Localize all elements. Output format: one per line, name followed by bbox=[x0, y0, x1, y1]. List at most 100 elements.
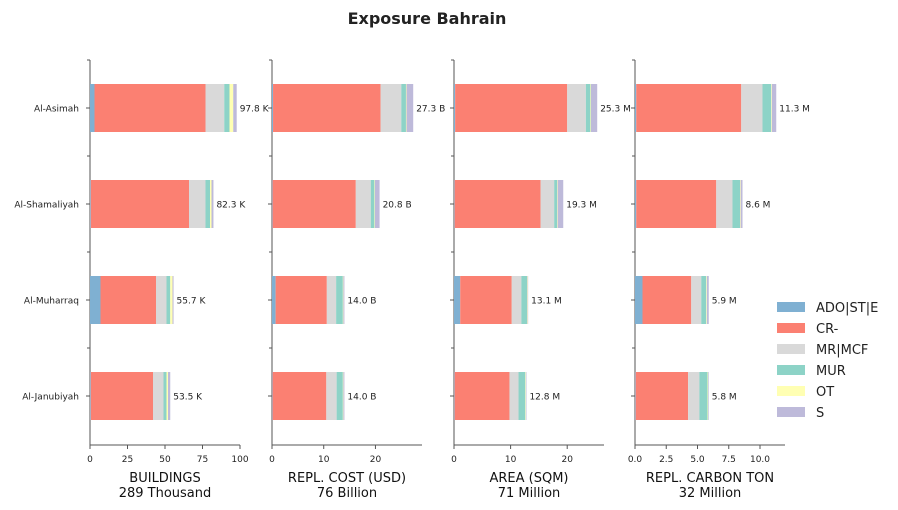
bar-segment bbox=[708, 372, 709, 420]
bar-segment bbox=[374, 180, 375, 228]
bar-segment bbox=[525, 372, 527, 420]
bar-segment bbox=[706, 276, 709, 324]
x-tick-label: 0.0 bbox=[628, 455, 643, 465]
panel-0: Al-Asimah Al-Shamaliyah Al-Muharraq Al-Janu… bbox=[14, 59, 270, 501]
bar-segment bbox=[153, 372, 164, 420]
bar-segment bbox=[336, 276, 343, 324]
bar-segment bbox=[590, 84, 598, 132]
x-axis-label: AREA (SQM) bbox=[489, 471, 568, 486]
bar-segment bbox=[90, 180, 91, 228]
bar-segment bbox=[342, 276, 344, 324]
bar-segment bbox=[642, 276, 692, 324]
x-axis-label: BUILDINGS bbox=[129, 471, 200, 486]
bar-segment bbox=[707, 372, 709, 420]
bar-segment bbox=[166, 372, 168, 420]
bar-segment bbox=[342, 372, 344, 420]
bar-segment bbox=[273, 84, 381, 132]
bar-segment bbox=[771, 84, 772, 132]
legend-swatch bbox=[777, 323, 805, 333]
bar-segment bbox=[525, 372, 526, 420]
bar-segment bbox=[168, 372, 171, 420]
bar-segment bbox=[762, 84, 772, 132]
bar-segment bbox=[343, 372, 345, 420]
bar-segment bbox=[100, 276, 156, 324]
bar-segment bbox=[454, 372, 510, 420]
bar-segment bbox=[636, 84, 742, 132]
bar-segment bbox=[336, 372, 343, 420]
bar-segment bbox=[272, 180, 273, 228]
bar-total-label: 14.0 B bbox=[347, 297, 376, 307]
y-tick-label: Al-Muharraq bbox=[24, 297, 79, 307]
x-tick-label: 10 bbox=[505, 455, 517, 465]
bar-total-label: 14.0 B bbox=[347, 393, 376, 403]
bar-segment bbox=[511, 276, 522, 324]
bar-segment bbox=[343, 276, 345, 324]
bar-segment bbox=[567, 84, 586, 132]
legend-label: ADO|ST|E bbox=[816, 301, 878, 316]
bar-total-label: 25.3 M bbox=[600, 105, 631, 115]
bar-segment bbox=[233, 84, 237, 132]
bar-segment bbox=[557, 180, 564, 228]
bar-segment bbox=[163, 372, 167, 420]
chart-title: Exposure Bahrain bbox=[348, 9, 507, 28]
bar-segment bbox=[454, 84, 456, 132]
x-tick-label: 5.0 bbox=[690, 455, 705, 465]
legend-label: MR|MCF bbox=[816, 343, 868, 358]
bar-segment bbox=[166, 276, 171, 324]
bar-segment bbox=[741, 84, 763, 132]
bar-segment bbox=[540, 180, 555, 228]
bar-segment bbox=[716, 180, 733, 228]
bar-segment bbox=[90, 372, 91, 420]
bar-segment bbox=[355, 180, 371, 228]
bar-total-label: 13.1 M bbox=[531, 297, 562, 307]
bar-segment bbox=[454, 276, 461, 324]
bar-segment bbox=[272, 84, 274, 132]
bar-segment bbox=[740, 180, 743, 228]
legend-swatch bbox=[777, 365, 805, 375]
bar-segment bbox=[205, 180, 210, 228]
x-tick-label: 20 bbox=[370, 455, 382, 465]
bar-segment bbox=[272, 372, 327, 420]
x-tick-label: 20 bbox=[561, 455, 573, 465]
x-tick-label: 7.5 bbox=[722, 455, 736, 465]
legend-label: MUR bbox=[816, 364, 846, 379]
legend-swatch bbox=[777, 344, 805, 354]
x-axis-sublabel: 32 Million bbox=[679, 486, 742, 501]
bar-total-label: 55.7 K bbox=[177, 297, 207, 307]
bar-segment bbox=[740, 180, 741, 228]
x-tick-label: 0 bbox=[87, 455, 93, 465]
bar-segment bbox=[635, 180, 637, 228]
bar-segment bbox=[706, 276, 707, 324]
legend-swatch bbox=[777, 386, 805, 396]
bar-segment bbox=[454, 372, 455, 420]
bar-segment bbox=[90, 84, 95, 132]
x-tick-label: 2.5 bbox=[659, 455, 673, 465]
bar-segment bbox=[90, 276, 101, 324]
bar-segment bbox=[635, 372, 636, 420]
legend-label: CR- bbox=[816, 322, 839, 337]
y-tick-label: Al-Asimah bbox=[34, 105, 79, 115]
y-tick-label: Al-Janubiyah bbox=[22, 393, 79, 403]
bar-segment bbox=[210, 180, 212, 228]
bar-segment bbox=[370, 180, 375, 228]
x-axis-sublabel: 289 Thousand bbox=[119, 486, 212, 501]
bar-segment bbox=[170, 276, 173, 324]
bar-segment bbox=[401, 84, 406, 132]
bar-total-label: 5.8 M bbox=[712, 393, 737, 403]
bar-segment bbox=[380, 84, 402, 132]
bar-segment bbox=[211, 180, 214, 228]
bar-total-label: 27.3 B bbox=[416, 105, 445, 115]
bar-total-label: 82.3 K bbox=[216, 201, 246, 211]
legend: ADO|ST|E CR- MR|MCF MUR OT S bbox=[777, 301, 878, 421]
panel-2: 0 10 20 AREA (SQM)71 Million 25.3 M 19.3 M 13.… bbox=[450, 59, 631, 501]
bar-segment bbox=[554, 180, 558, 228]
bar-segment bbox=[405, 84, 407, 132]
legend-swatch bbox=[777, 407, 805, 417]
bar-total-label: 20.8 B bbox=[383, 201, 412, 211]
bar-segment bbox=[691, 276, 702, 324]
bar-segment bbox=[94, 84, 206, 132]
bar-segment bbox=[272, 372, 273, 420]
x-tick-label: 0 bbox=[451, 455, 457, 465]
bar-segment bbox=[585, 84, 591, 132]
